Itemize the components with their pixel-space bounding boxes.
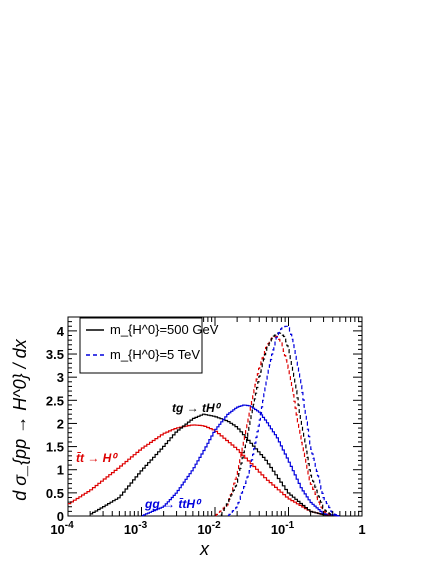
annotation-gg: gg → t̄tH⁰ [144, 497, 202, 511]
legend-label-5tev: m_{H^0}=5 TeV [110, 347, 200, 362]
series-ttbar-500gev [68, 424, 340, 517]
annotation-ttbar: t̄t → H⁰ [76, 451, 118, 465]
annotation-tg: tg → tH⁰ [172, 401, 222, 415]
x-tick-label: 10-2 [197, 520, 221, 537]
legend-label-500gev: m_{H^0}=500 GeV [110, 322, 219, 337]
y-tick-label: 1.5 [46, 440, 64, 455]
y-tick-label: 3.5 [46, 347, 64, 362]
y-tick-label: 2 [57, 416, 64, 431]
series-group [68, 325, 340, 517]
y-tick-label: 0.5 [46, 486, 64, 501]
series-ttbar-5tev [215, 335, 333, 517]
x-tick-label: 10-3 [124, 520, 148, 537]
x-tick-label: 1 [358, 522, 365, 537]
x-tick-labels: 10-4 10-3 10-2 10-1 1 [50, 520, 365, 537]
series-tg-500gev [90, 413, 340, 517]
y-axis-title: d σ_{pp → H^0} / dx [10, 338, 30, 500]
x-tick-label: 10-4 [50, 520, 74, 537]
x-axis-title: x [199, 539, 210, 559]
series-tg-5tev [220, 332, 333, 517]
x-tick-label: 10-1 [271, 520, 295, 537]
legend: m_{H^0}=500 GeV m_{H^0}=5 TeV [79, 317, 219, 374]
y-tick-labels: 0 0.5 1 1.5 2 2.5 3 3.5 4 [46, 324, 65, 524]
series-gg-500gev [141, 404, 340, 517]
y-tick-label: 2.5 [46, 393, 64, 408]
y-tick-label: 0 [57, 509, 64, 524]
y-tick-label: 4 [57, 324, 65, 339]
y-tick-label: 1 [57, 463, 64, 478]
series-gg-5tev [227, 325, 340, 517]
y-tick-label: 3 [57, 370, 64, 385]
legend-box [79, 317, 203, 374]
